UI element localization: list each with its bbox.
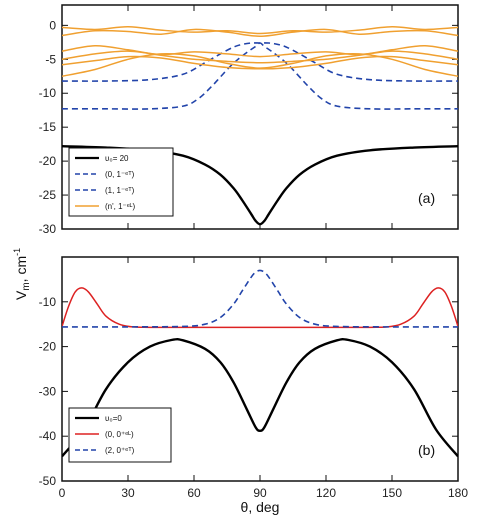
panel-a-legend: υ₀= 20 (0, 1⁻ᵉᵀ) (1, 1⁻ᵉᵀ) (n', 1⁻ᵉᴸ): [68, 147, 174, 217]
y-tick-label: -15: [39, 120, 57, 134]
legend-label: υ₀=0: [105, 414, 122, 423]
y-tick-label: -40: [39, 429, 57, 443]
y-tick-label: -20: [39, 340, 57, 354]
y-axis-title-sup: -1: [12, 248, 22, 256]
y-tick-label: -10: [39, 86, 57, 100]
y-axis-title-main: V: [13, 290, 29, 300]
series-line-3: [62, 42, 458, 110]
y-axis-title-unit: , cm: [13, 256, 29, 282]
x-tick-label: 30: [121, 486, 135, 500]
panel-a-legend-box: [68, 147, 174, 217]
y-tick-label: -25: [39, 188, 57, 202]
x-tick-label: 0: [59, 486, 66, 500]
y-tick-label: -30: [39, 222, 57, 236]
panel-a-y-ticks: 0 -5 -10 -15 -20 -25 -30: [39, 18, 458, 236]
panel-b-legend: υ₀=0 (0, 0⁺ᵉᴸ) (2, 0⁺ᵉᵀ): [68, 407, 172, 463]
x-tick-label: 180: [448, 486, 468, 500]
panel-a-series: [62, 25, 458, 226]
y-axis-title-sub: m: [21, 282, 32, 290]
legend-label: (0, 0⁺ᵉᴸ): [105, 430, 134, 439]
x-tick-label: 60: [187, 486, 201, 500]
series-line-5: [62, 28, 458, 37]
series-line-1: [62, 337, 458, 458]
series-line-1: [62, 144, 458, 226]
legend-label: (0, 1⁻ᵉᵀ): [105, 170, 135, 179]
x-axis-title: θ, deg: [241, 499, 280, 515]
panel-a-tag: (a): [418, 190, 435, 206]
panel-a-x-ticks: [61, 5, 459, 229]
x-tick-label: 150: [382, 486, 402, 500]
y-tick-label: -20: [39, 154, 57, 168]
y-tick-label: -10: [39, 295, 57, 309]
y-tick-label: 0: [49, 18, 56, 32]
legend-label: (1, 1⁻ᵉᵀ): [105, 186, 135, 195]
y-tick-label: -5: [45, 52, 56, 66]
legend-label: (n', 1⁻ᵉᴸ): [105, 202, 136, 211]
panel-b-y-ticks: -10 -20 -30 -40 -50: [39, 295, 458, 488]
y-tick-label: -30: [39, 384, 57, 398]
y-tick-label: -50: [39, 474, 57, 488]
series-line-2: [62, 287, 458, 329]
series-line-4: [62, 25, 458, 35]
y-axis-title: Vm, cm-1: [12, 248, 32, 300]
x-tick-label: 90: [253, 486, 267, 500]
panel-b-series: [62, 269, 458, 458]
legend-label: υ₀= 20: [105, 154, 129, 163]
series-line-6: [62, 44, 458, 58]
series-line-3: [62, 269, 458, 328]
x-tick-label: 120: [316, 486, 336, 500]
series-line-7: [62, 50, 458, 64]
panel-b-tag: (b): [418, 442, 435, 458]
series-line-9: [62, 52, 458, 78]
panel-a: 0 -5 -10 -15 -20 -25 -30 (a) υ₀= 20 (0, 1⁻ᵉᵀ) (1…: [39, 4, 459, 236]
panel-b-x-ticks: 0 30 60 90 120 150 180: [59, 257, 468, 500]
panel-b: -10 -20 -30 -40 -50 0 30 60 90 120 150 180 (b) υ₀=…: [39, 256, 468, 500]
legend-label: (2, 0⁺ᵉᵀ): [105, 446, 135, 455]
